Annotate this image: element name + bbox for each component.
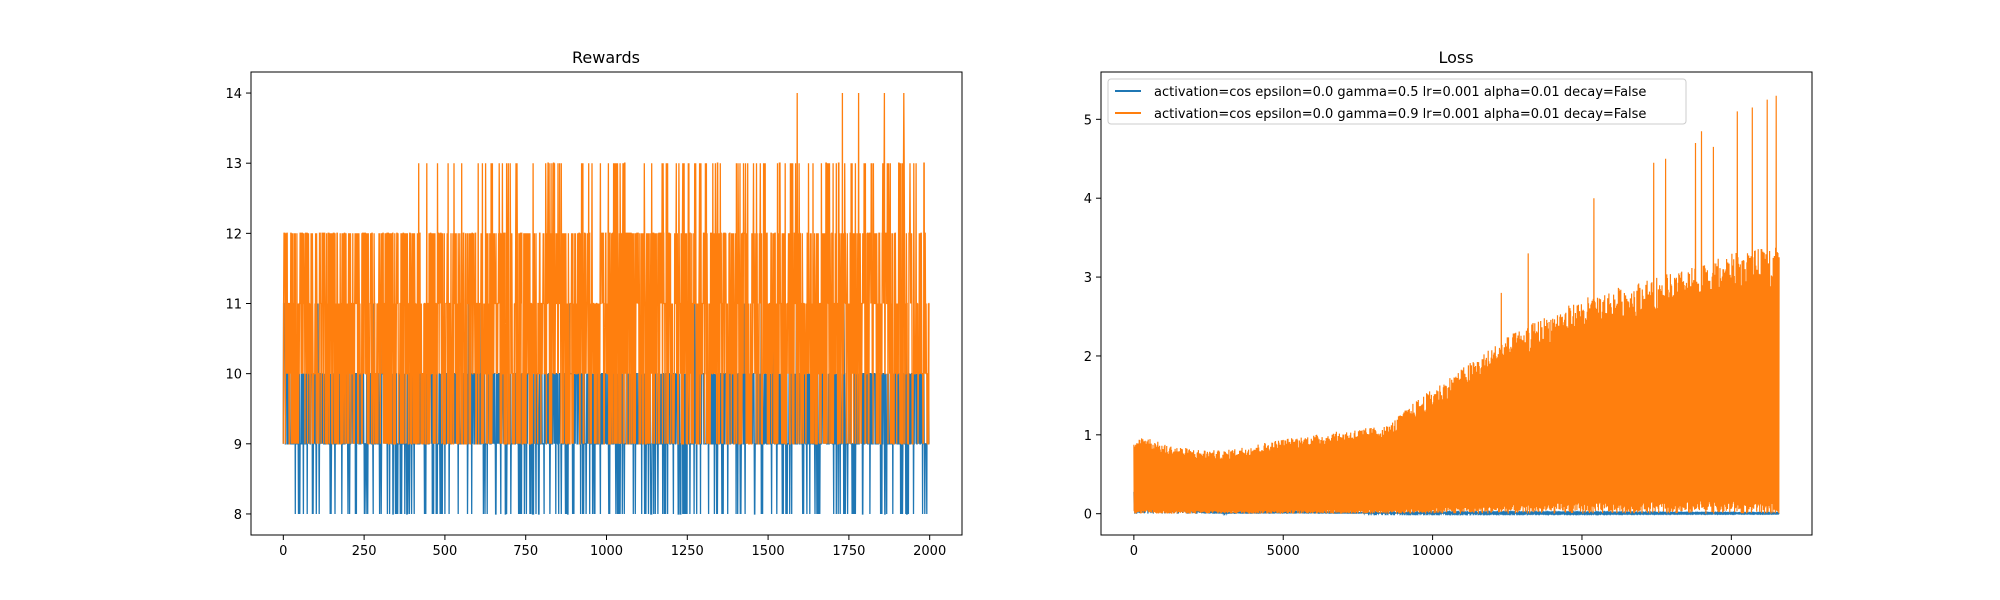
x-tick-label: 250 (352, 544, 377, 559)
rewards-plot-frame (250, 71, 963, 536)
y-tick-label: 9 (234, 438, 242, 453)
legend-label-series-1: activation=cos epsilon=0.0 gamma=0.5 lr=… (1154, 85, 1646, 100)
loss-series-group (1133, 95, 1780, 517)
y-tick-label: 0 (1084, 508, 1092, 523)
x-tick-label: 2000 (913, 544, 946, 559)
x-tick-label: 1500 (752, 544, 785, 559)
rewards-title: Rewards (572, 48, 640, 67)
x-tick-label: 0 (279, 544, 287, 559)
y-tick-label: 5 (1084, 113, 1092, 128)
y-tick-label: 12 (225, 227, 242, 242)
rewards-series-group (282, 92, 930, 515)
y-tick-label: 13 (225, 157, 242, 172)
legend-label-series-2: activation=cos epsilon=0.0 gamma=0.9 lr=… (1154, 107, 1646, 122)
x-tick-label: 0 (1130, 544, 1138, 559)
x-tick-label: 1250 (671, 544, 704, 559)
x-tick-label: 1000 (590, 544, 623, 559)
x-tick-label: 10000 (1412, 544, 1453, 559)
loss-axes: 0 5000 10000 15000 20000 0 1 2 3 4 5 (1084, 113, 1752, 559)
rewards-axes: 0 250 500 750 1000 1250 1500 1750 2000 8 9 10 11 12 13… (225, 87, 946, 559)
x-tick-label: 1750 (832, 544, 865, 559)
y-tick-label: 4 (1084, 192, 1092, 207)
x-tick-label: 500 (432, 544, 457, 559)
x-tick-label: 20000 (1711, 544, 1752, 559)
y-tick-label: 8 (234, 508, 242, 523)
y-tick-label: 14 (225, 87, 242, 102)
loss-legend: activation=cos epsilon=0.0 gamma=0.5 lr=… (1107, 78, 1687, 125)
rewards-line-series-2 (282, 92, 930, 445)
loss-chart: Loss 0 5000 10000 15000 20000 0 1 2 3 4 5 activati… (1084, 48, 1813, 559)
y-tick-label: 11 (225, 298, 242, 313)
legend-box (1107, 78, 1687, 125)
x-tick-label: 750 (513, 544, 538, 559)
loss-plot-frame (1100, 71, 1813, 536)
x-tick-label: 15000 (1561, 544, 1602, 559)
y-tick-label: 1 (1084, 429, 1092, 444)
y-tick-label: 3 (1084, 271, 1092, 286)
loss-line-series-2 (1133, 95, 1780, 514)
rewards-chart: Rewards 0 250 500 750 1000 1250 1500 1750 2000 8 9… (225, 48, 963, 559)
loss-title: Loss (1438, 48, 1473, 67)
x-tick-label: 5000 (1267, 544, 1300, 559)
y-tick-label: 10 (225, 368, 242, 383)
y-tick-label: 2 (1084, 350, 1092, 365)
